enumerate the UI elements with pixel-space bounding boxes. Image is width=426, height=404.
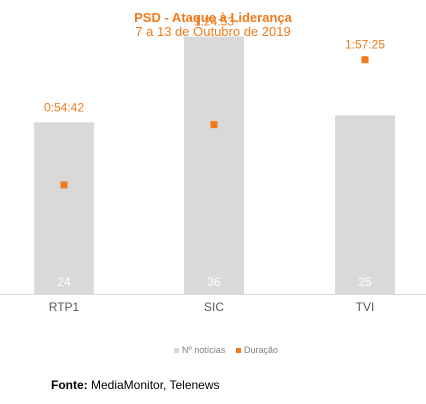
bar-value-label: 36 — [207, 275, 221, 289]
chart-title: PSD - Ataque à Liderança — [134, 10, 292, 25]
legend-swatch-noticias — [174, 348, 179, 353]
source-text: MediaMonitor, Telenews — [91, 378, 220, 392]
bar-sic — [184, 36, 244, 294]
duration-label: 1:57:25 — [345, 38, 385, 52]
duration-marker-sic — [210, 121, 218, 129]
bar-rtp1 — [34, 122, 94, 295]
legend-label-noticias: Nº notícias — [182, 345, 226, 355]
category-label: TVI — [356, 300, 375, 314]
category-label: RTP1 — [49, 300, 80, 314]
duration-marker-tvi — [361, 56, 369, 64]
legend-label-duracao: Duração — [244, 345, 278, 355]
bar-value-label: 25 — [358, 275, 372, 289]
duration-label: 1:24:53 — [194, 15, 234, 29]
legend-swatch-duracao — [236, 348, 241, 353]
source-label: Fonte: — [51, 378, 88, 392]
bar-value-label: 24 — [57, 275, 71, 289]
source-note: Fonte: MediaMonitor, Telenews — [51, 378, 220, 392]
chart-subtitle: 7 a 13 de Outubro de 2019 — [135, 24, 291, 39]
category-label: SIC — [204, 300, 224, 314]
duration-label: 0:54:42 — [44, 100, 84, 114]
duration-marker-rtp1 — [60, 181, 68, 189]
bar-tvi — [335, 115, 395, 294]
